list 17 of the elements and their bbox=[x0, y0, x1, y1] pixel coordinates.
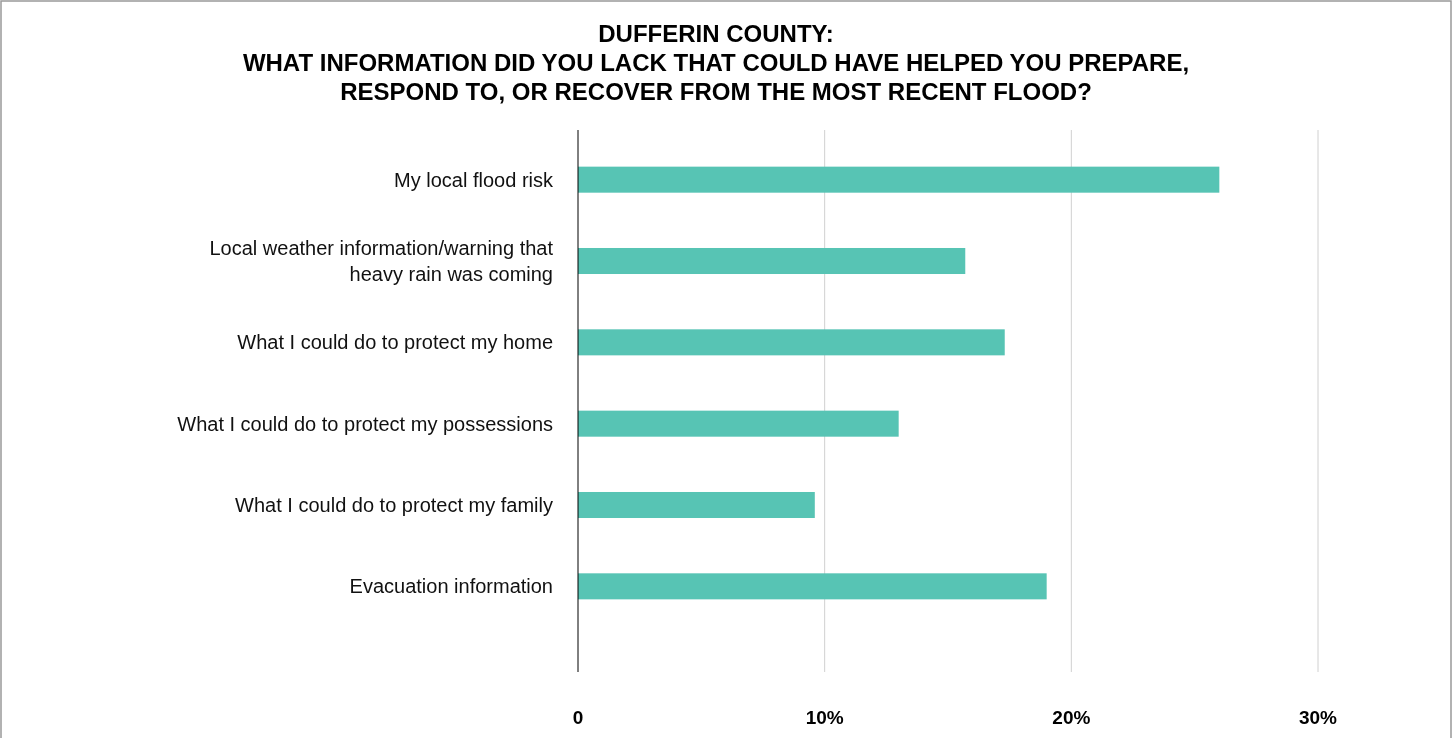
y-tick-label: What I could do to protect my home bbox=[237, 331, 553, 354]
x-tick-label: 20% bbox=[1052, 707, 1091, 728]
chart-title: DUFFERIN COUNTY: WHAT INFORMATION DID YOU LACK THAT COULD HAVE HELPED YOU PREPARE, RESPOND TO, OR RECOVER FROM THE MOST RECENT FLOOD? bbox=[242, 20, 1190, 105]
y-tick-label: What I could do to protect my possessions bbox=[177, 412, 553, 435]
y-tick-label: What I could do to protect my family bbox=[235, 494, 553, 516]
y-tick-label: Evacuation information bbox=[349, 575, 553, 598]
x-tick-label: 0 bbox=[572, 707, 584, 728]
bar bbox=[578, 247, 966, 275]
y-tick-label: Local weather information/warning that heavy rain was coming bbox=[209, 237, 554, 285]
bar bbox=[578, 329, 1005, 356]
bar bbox=[578, 166, 1220, 193]
bar bbox=[578, 573, 1047, 600]
y-tick-label: My local flood risk bbox=[394, 168, 554, 191]
bar bbox=[578, 410, 899, 437]
x-tick-label: 10% bbox=[805, 707, 844, 728]
bar bbox=[578, 491, 815, 519]
x-tick-label: 30% bbox=[1298, 707, 1338, 728]
